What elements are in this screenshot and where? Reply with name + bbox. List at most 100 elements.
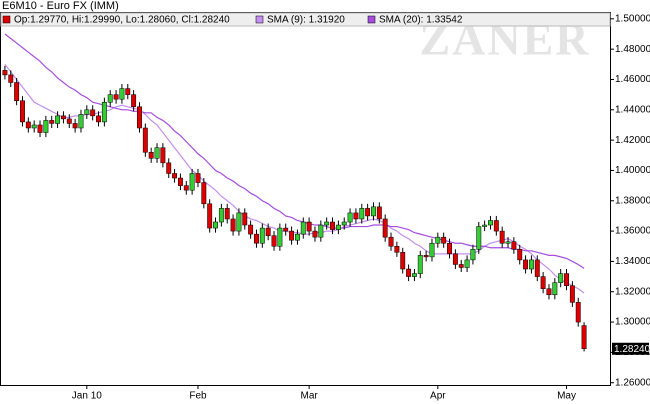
candle-body — [575, 302, 581, 323]
candle-body — [417, 255, 423, 274]
candle-body — [142, 127, 148, 153]
candle-body — [540, 276, 546, 289]
candle-body — [37, 124, 43, 133]
candle-body — [435, 236, 441, 244]
candle-body — [2, 70, 8, 76]
candle-body — [101, 101, 107, 123]
candle-body — [213, 221, 218, 229]
candle-body — [458, 264, 464, 268]
candle-body — [148, 152, 154, 159]
candle-body — [107, 94, 113, 103]
y-tick-label: 1.26000 — [615, 377, 650, 388]
plot-frame — [0, 12, 611, 386]
candle-body — [528, 259, 534, 270]
candle-body — [447, 242, 452, 255]
candle-body — [482, 224, 488, 227]
candle-body — [423, 255, 429, 258]
candle-body — [277, 227, 283, 247]
legend-bar — [0, 12, 611, 27]
candle-body — [347, 212, 353, 223]
candle-body — [300, 221, 306, 235]
y-tick-label: 1.30000 — [615, 317, 650, 328]
candle-body — [31, 124, 37, 129]
ohlc-swatch — [2, 15, 11, 24]
candle-body — [154, 147, 160, 159]
candle-body — [382, 218, 388, 238]
candle-body — [546, 288, 552, 296]
y-tick-label: 1.36000 — [615, 226, 650, 237]
candle-body — [534, 259, 540, 277]
candle-body — [394, 246, 400, 253]
candle-body — [166, 162, 172, 174]
candle-body — [49, 120, 55, 124]
candle-body — [511, 241, 517, 250]
last-price-label: 1.28240 — [614, 344, 650, 355]
candle-body — [242, 212, 248, 226]
x-tick-label: May — [557, 391, 576, 402]
candle-body — [84, 109, 90, 115]
candle-body — [406, 268, 412, 277]
candle-body — [172, 173, 178, 179]
legend-label: SMA (20): 1.33542 — [379, 15, 463, 26]
candle-body — [177, 177, 183, 186]
y-tick-label: 1.34000 — [615, 256, 650, 267]
candle-body — [441, 236, 447, 244]
candle-body — [113, 94, 119, 100]
y-tick-label: 1.32000 — [615, 286, 650, 297]
candle-body — [283, 227, 289, 232]
candle-body — [505, 241, 511, 244]
candle-body — [160, 147, 166, 164]
candle-body — [271, 235, 277, 247]
candle-body — [306, 221, 312, 232]
candle-body — [365, 208, 371, 217]
candle-body — [248, 224, 254, 235]
sma-line — [4, 33, 585, 269]
candle-body — [488, 220, 493, 226]
y-tick-label: 1.48000 — [615, 44, 650, 55]
candle-body — [324, 221, 330, 226]
candle-body — [569, 285, 575, 303]
y-tick-label: 1.46000 — [615, 74, 650, 85]
y-tick-label: 1.50000 — [615, 13, 650, 24]
candle-body — [90, 109, 96, 117]
candle-body — [359, 208, 365, 220]
candle-body — [201, 182, 207, 205]
last-price-box — [612, 342, 649, 355]
candle-body — [254, 233, 259, 244]
candle-body — [558, 273, 564, 283]
candle-body — [125, 88, 131, 95]
x-tick-label: Apr — [430, 391, 446, 402]
candle-body — [183, 185, 189, 191]
x-tick-label: Feb — [189, 391, 207, 402]
candle-body — [564, 273, 569, 286]
candle-body — [464, 259, 470, 268]
candle-body — [318, 224, 324, 238]
candle-body — [55, 115, 61, 124]
candle-body — [499, 230, 505, 244]
candle-body — [60, 115, 66, 120]
candle-body — [96, 115, 101, 123]
candle-body — [476, 226, 482, 250]
candle-body — [353, 212, 359, 220]
candle-body — [411, 273, 417, 277]
candle-body — [207, 203, 213, 229]
candle-body — [8, 74, 14, 83]
candle-body — [66, 118, 72, 124]
ohlc-label: Op:1.29770, Hi:1.29990, Lo:1.28060, Cl:1… — [14, 15, 230, 26]
candle-body — [335, 224, 341, 230]
candle-body — [20, 100, 25, 123]
x-tick-label: Mar — [301, 391, 319, 402]
y-tick-label: 1.42000 — [615, 135, 650, 146]
y-tick-label: 1.38000 — [615, 195, 650, 206]
candle-body — [376, 206, 382, 220]
candle-body — [218, 208, 224, 223]
candle-body — [265, 227, 271, 236]
legend-swatch — [367, 15, 376, 24]
candle-body — [400, 252, 406, 270]
candle-body — [25, 121, 31, 129]
candle-body — [388, 236, 394, 247]
candle-body — [78, 114, 84, 129]
candle-body — [312, 230, 318, 238]
candle-body — [224, 208, 230, 220]
